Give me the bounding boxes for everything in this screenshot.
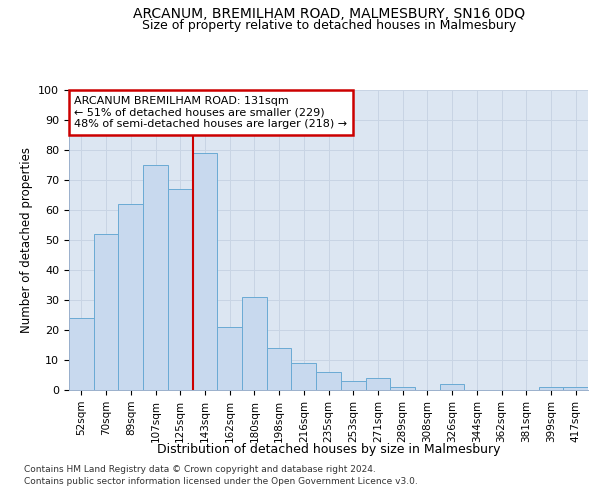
Bar <box>143 165 168 390</box>
Bar <box>292 363 316 390</box>
Bar <box>539 387 563 390</box>
Bar <box>563 387 588 390</box>
Y-axis label: Number of detached properties: Number of detached properties <box>20 147 33 333</box>
Bar <box>69 318 94 390</box>
Text: ARCANUM, BREMILHAM ROAD, MALMESBURY, SN16 0DQ: ARCANUM, BREMILHAM ROAD, MALMESBURY, SN1… <box>133 8 525 22</box>
Bar <box>316 372 341 390</box>
Bar <box>94 234 118 390</box>
Bar <box>217 327 242 390</box>
Bar <box>390 387 415 390</box>
Bar <box>267 348 292 390</box>
Bar <box>242 297 267 390</box>
Text: Contains HM Land Registry data © Crown copyright and database right 2024.: Contains HM Land Registry data © Crown c… <box>24 466 376 474</box>
Text: Distribution of detached houses by size in Malmesbury: Distribution of detached houses by size … <box>157 442 500 456</box>
Bar <box>341 381 365 390</box>
Bar <box>365 378 390 390</box>
Bar <box>168 189 193 390</box>
Bar <box>193 153 217 390</box>
Text: Contains public sector information licensed under the Open Government Licence v3: Contains public sector information licen… <box>24 477 418 486</box>
Text: ARCANUM BREMILHAM ROAD: 131sqm
← 51% of detached houses are smaller (229)
48% of: ARCANUM BREMILHAM ROAD: 131sqm ← 51% of … <box>74 96 347 129</box>
Bar <box>118 204 143 390</box>
Bar <box>440 384 464 390</box>
Text: Size of property relative to detached houses in Malmesbury: Size of property relative to detached ho… <box>142 19 516 32</box>
